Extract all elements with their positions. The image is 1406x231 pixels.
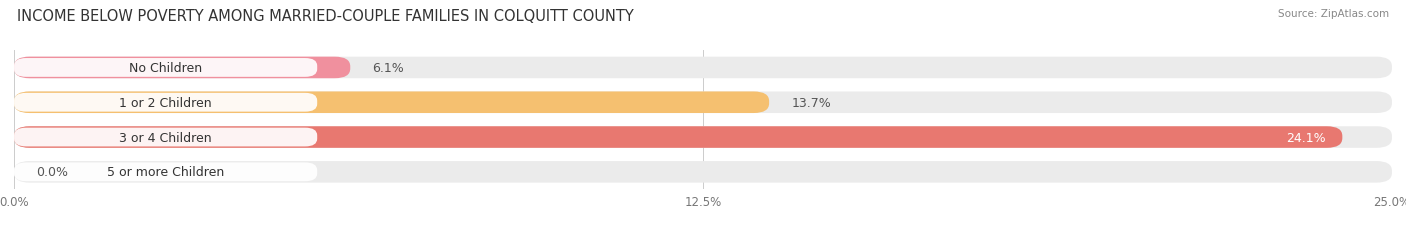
FancyBboxPatch shape	[14, 58, 1392, 79]
FancyBboxPatch shape	[14, 127, 1392, 148]
FancyBboxPatch shape	[14, 93, 318, 112]
FancyBboxPatch shape	[14, 58, 350, 79]
Text: 13.7%: 13.7%	[792, 96, 831, 109]
FancyBboxPatch shape	[14, 92, 769, 113]
Text: 3 or 4 Children: 3 or 4 Children	[120, 131, 212, 144]
FancyBboxPatch shape	[14, 127, 1343, 148]
FancyBboxPatch shape	[14, 92, 1392, 113]
Text: INCOME BELOW POVERTY AMONG MARRIED-COUPLE FAMILIES IN COLQUITT COUNTY: INCOME BELOW POVERTY AMONG MARRIED-COUPL…	[17, 9, 634, 24]
Text: 5 or more Children: 5 or more Children	[107, 166, 224, 179]
Text: 24.1%: 24.1%	[1286, 131, 1326, 144]
Text: Source: ZipAtlas.com: Source: ZipAtlas.com	[1278, 9, 1389, 19]
FancyBboxPatch shape	[14, 163, 318, 182]
FancyBboxPatch shape	[14, 59, 318, 77]
Text: No Children: No Children	[129, 62, 202, 75]
Text: 1 or 2 Children: 1 or 2 Children	[120, 96, 212, 109]
Text: 0.0%: 0.0%	[37, 166, 67, 179]
Text: 6.1%: 6.1%	[373, 62, 404, 75]
FancyBboxPatch shape	[14, 161, 1392, 183]
FancyBboxPatch shape	[14, 128, 318, 147]
